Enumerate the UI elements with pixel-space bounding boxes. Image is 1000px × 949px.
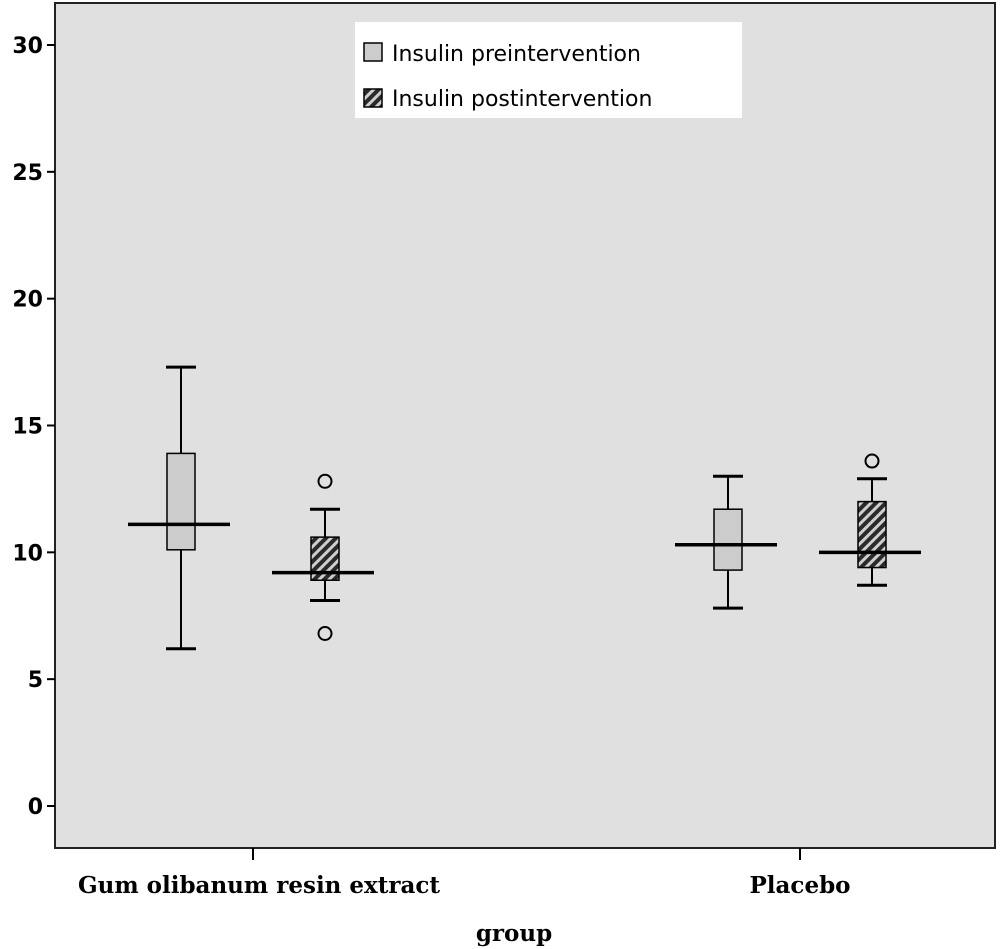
- outlier-point: [864, 453, 880, 469]
- y-tick-label-0: 0: [28, 795, 43, 820]
- legend-label-post: Insulin postintervention: [392, 87, 652, 112]
- x-tick-label-1: Placebo: [750, 872, 851, 899]
- legend-background: [355, 22, 742, 118]
- box-0-0: [128, 365, 230, 651]
- y-tick-label-15: 15: [12, 415, 43, 440]
- y-tick-label-20: 20: [12, 288, 43, 313]
- y-tick-label-30: 30: [12, 34, 43, 59]
- y-axis: 0 5 10 15 20 25 30: [12, 34, 55, 820]
- boxes-layer: [128, 365, 921, 651]
- box-body: [166, 452, 196, 551]
- legend-swatch-pre: [363, 42, 383, 62]
- x-axis: Gum olibanum resin extract Placebo: [78, 848, 851, 899]
- legend-swatch-post: [363, 88, 383, 108]
- outlier-point: [317, 473, 333, 489]
- x-tick-label-0: Gum olibanum resin extract: [78, 872, 440, 899]
- legend: Insulin preintervention Insulin postinte…: [355, 22, 742, 118]
- box-0-1: [675, 474, 777, 610]
- box-1-0: [272, 473, 374, 642]
- y-tick-label-5: 5: [28, 668, 43, 693]
- x-axis-title: group: [476, 920, 552, 947]
- outlier-point: [317, 626, 333, 642]
- box-body: [857, 500, 887, 569]
- box-1-1: [819, 453, 921, 587]
- legend-label-pre: Insulin preintervention: [392, 42, 641, 67]
- plot-area: [54, 2, 996, 849]
- y-tick-label-10: 10: [12, 541, 43, 566]
- y-tick-label-25: 25: [12, 161, 43, 186]
- box-body: [713, 508, 743, 571]
